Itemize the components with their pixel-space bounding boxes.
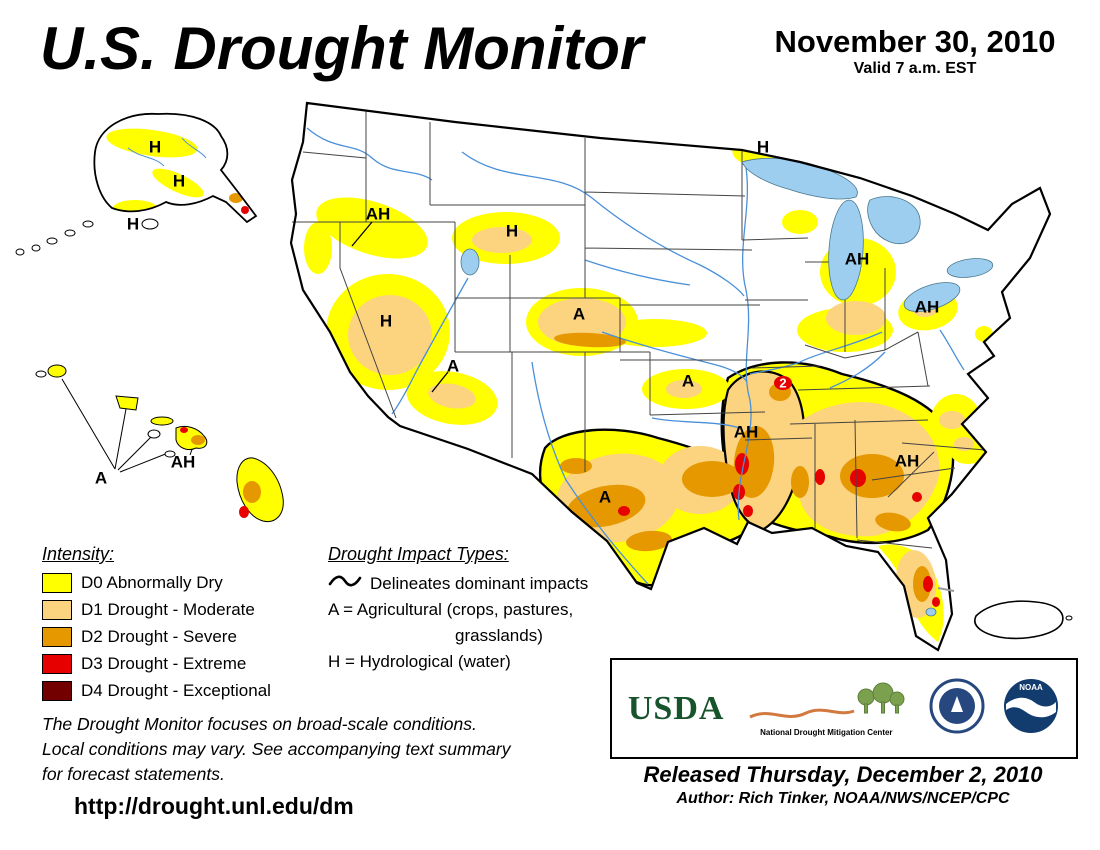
legend-row-d1: D1 Drought - Moderate	[42, 600, 271, 620]
impact-boundary-icon	[328, 573, 362, 594]
released-date: Released Thursday, December 2, 2010	[643, 762, 1043, 787]
map-date: November 30, 2010	[774, 24, 1056, 59]
hawaii-d3-regions	[180, 427, 249, 518]
legend-row-d0: D0 Abnormally Dry	[42, 573, 271, 593]
noaa-logo-text: NOAA	[1019, 683, 1043, 692]
intensity-legend: Intensity: D0 Abnormally Dry D1 Drought …	[42, 544, 271, 708]
d3-swatch	[42, 654, 72, 674]
great-lakes	[460, 157, 994, 617]
d3-label: D3 Drought - Extreme	[81, 654, 247, 673]
agricultural-label-line1: A = Agricultural (crops, pastures,	[328, 600, 574, 619]
disclaimer-text: The Drought Monitor focuses on broad-sca…	[42, 712, 511, 787]
label-pointer-lines	[351, 221, 449, 393]
usda-logo: USDA	[627, 689, 725, 727]
conus-outline	[289, 101, 1052, 652]
hawaii-pointer-lines	[61, 378, 195, 473]
agricultural-label-line2: grasslands)	[455, 626, 543, 645]
alaska-d3-region	[241, 206, 249, 214]
alaska-rivers	[127, 137, 207, 167]
disclaimer-line3: for forecast statements.	[42, 763, 225, 784]
lake-huron	[867, 196, 921, 245]
aleutian-islands	[15, 218, 159, 256]
drought-monitor-url[interactable]: http://drought.unl.edu/dm	[74, 793, 354, 819]
noaa-logo: NOAA	[1002, 677, 1060, 740]
delineates-row: Delineates dominant impacts	[328, 573, 588, 594]
lake-erie	[903, 282, 961, 312]
impact-types-legend: Drought Impact Types: Delineates dominan…	[328, 544, 588, 678]
commerce-seal	[928, 677, 986, 740]
hawaii-d2-regions	[191, 435, 261, 503]
disclaimer-line1: The Drought Monitor focuses on broad-sca…	[42, 714, 477, 734]
agricultural-row: A = Agricultural (crops, pastures,	[328, 600, 588, 620]
impact-types-heading: Drought Impact Types:	[328, 544, 509, 564]
hydrological-row: H = Hydrological (water)	[328, 652, 588, 672]
drought-d3-regions	[618, 376, 940, 607]
lake-ontario	[946, 258, 994, 278]
d0-label: D0 Abnormally Dry	[81, 573, 223, 592]
great-salt-lake	[460, 248, 480, 276]
puerto-rico-inset	[937, 587, 1073, 640]
intensity-heading: Intensity:	[42, 544, 115, 564]
alaska-d0-regions	[106, 128, 204, 216]
d4-label: D4 Drought - Exceptional	[81, 681, 271, 700]
d4-swatch	[42, 681, 72, 701]
lake-michigan	[828, 199, 864, 301]
ndmc-caption: National Drought Mitigation Center	[760, 727, 893, 737]
alaska-inset	[15, 112, 258, 256]
disclaimer-line2: Local conditions may vary. See accompany…	[42, 738, 511, 759]
lake-okeechobee	[925, 607, 937, 617]
coastline-fragment	[937, 587, 955, 592]
d1-label: D1 Drought - Moderate	[81, 600, 255, 619]
ndmc-graphic	[749, 682, 905, 718]
state-borders	[292, 110, 986, 549]
alaska-outline	[93, 112, 258, 224]
delineates-label: Delineates dominant impacts	[370, 573, 589, 593]
hawaii-inset	[35, 364, 284, 523]
ndmc-trees-icon	[857, 682, 905, 713]
page-title: U.S. Drought Monitor	[40, 15, 644, 82]
hawaii-white-islands	[35, 370, 176, 458]
hydrological-label: H = Hydrological (water)	[328, 652, 511, 671]
ndmc-logo: National Drought Mitigation Center	[740, 681, 912, 737]
author-credit: Author: Rich Tinker, NOAA/NWS/NCEP/CPC	[676, 790, 1010, 807]
puerto-rico-outline	[974, 600, 1064, 640]
puerto-rico-islet	[1065, 615, 1073, 621]
legend-row-d2: D2 Drought - Severe	[42, 627, 271, 647]
d2-label: D2 Drought - Severe	[81, 627, 237, 646]
alaska-d2-region	[229, 193, 243, 203]
conus-map	[289, 101, 1052, 652]
legend-row-d4: D4 Drought - Exceptional	[42, 681, 271, 701]
d1-swatch	[42, 600, 72, 620]
rivers	[306, 127, 965, 585]
valid-time: Valid 7 a.m. EST	[853, 60, 977, 77]
legend-row-d3: D3 Drought - Extreme	[42, 654, 271, 674]
d2-swatch	[42, 627, 72, 647]
d0-swatch	[42, 573, 72, 593]
agency-logos-box: USDA National Drought Mitigation Center …	[610, 658, 1078, 759]
